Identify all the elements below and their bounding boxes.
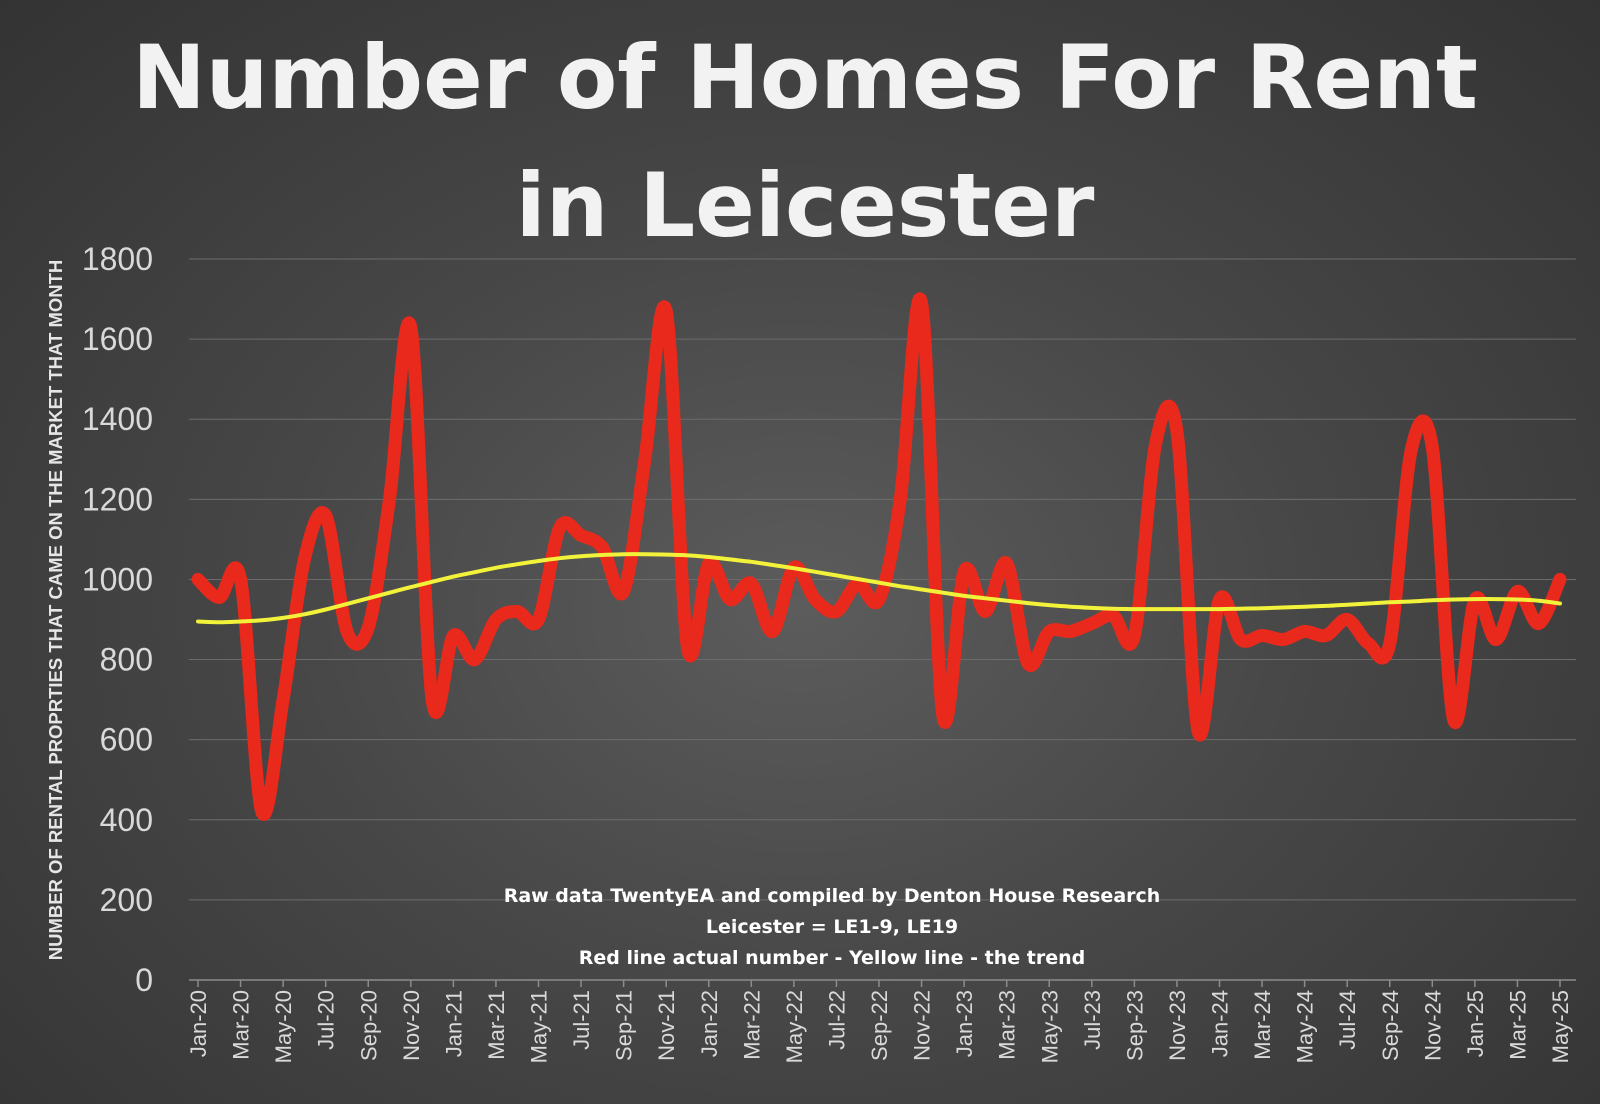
y-tick-label: 400: [100, 802, 153, 838]
x-tick-label: Jul-22: [824, 990, 849, 1050]
x-tick-label: Jan-24: [1208, 990, 1233, 1057]
y-tick-label: 800: [100, 642, 153, 678]
x-tick-label: Jul-24: [1335, 990, 1360, 1050]
x-tick-label: Jan-21: [441, 990, 466, 1057]
y-tick-label: 1000: [82, 561, 153, 597]
x-tick-label: Mar-24: [1250, 990, 1275, 1060]
annotation-source: Raw data TwentyEA and compiled by Denton…: [504, 885, 1161, 907]
y-axis-label: NUMBER OF RENTAL PROPRTIES THAT CAME ON …: [45, 260, 66, 961]
x-tick-label: Jul-21: [569, 990, 594, 1050]
x-tick-label: Mar-23: [995, 990, 1020, 1060]
annotation-area: Leicester = LE1-9, LE19: [706, 916, 958, 938]
chart-title-line-2: in Leicester: [516, 154, 1095, 257]
x-axis-ticks: Jan-20 Mar-20 May-20 Jul-20 Sep-20 Nov-20 Jan-…: [186, 980, 1573, 1063]
x-tick-label: Mar-25: [1505, 990, 1530, 1060]
y-tick-label: 600: [100, 722, 153, 758]
y-tick-label: 1400: [82, 401, 153, 437]
x-tick-label: Jan-23: [952, 990, 977, 1057]
x-tick-label: May-22: [782, 990, 807, 1063]
x-tick-label: Jan-20: [186, 990, 211, 1057]
annotation-legend: Red line actual number - Yellow line - t…: [579, 947, 1086, 969]
x-tick-label: May-20: [271, 990, 296, 1063]
x-tick-label: Nov-24: [1420, 990, 1445, 1061]
x-tick-label: Mar-22: [739, 990, 764, 1060]
y-tick-label: 1800: [82, 241, 153, 277]
x-tick-label: Jan-25: [1463, 990, 1488, 1057]
y-tick-label: 1600: [82, 321, 153, 357]
x-tick-label: Sep-22: [867, 990, 892, 1061]
actual-series-line: [191, 292, 1567, 821]
trend-series-line: [196, 552, 1562, 625]
x-tick-label: May-21: [527, 990, 552, 1063]
x-tick-label: Jan-22: [697, 990, 722, 1057]
x-tick-label: Mar-20: [229, 990, 254, 1060]
x-tick-label: Jul-23: [1080, 990, 1105, 1050]
x-tick-label: Sep-21: [612, 990, 637, 1061]
x-tick-label: May-23: [1037, 990, 1062, 1063]
x-tick-label: Sep-24: [1378, 990, 1403, 1061]
x-tick-label: Sep-23: [1122, 990, 1147, 1061]
x-tick-label: Mar-21: [484, 990, 509, 1060]
x-tick-label: Nov-23: [1165, 990, 1190, 1061]
x-tick-label: May-24: [1293, 990, 1318, 1063]
x-tick-label: Jul-20: [314, 990, 339, 1050]
y-tick-label: 200: [100, 882, 153, 918]
y-tick-label: 1200: [82, 481, 153, 517]
series-lines: [191, 292, 1567, 821]
x-tick-label: Nov-22: [910, 990, 935, 1061]
chart-title-line-1: Number of Homes For Rent: [132, 26, 1478, 129]
x-tick-label: Nov-21: [654, 990, 679, 1061]
x-tick-label: May-25: [1548, 990, 1573, 1063]
y-axis-ticks: 0 200 400 600 800 1000 1200 1400 1600 1800: [82, 241, 153, 998]
x-tick-label: Sep-20: [356, 990, 381, 1061]
x-tick-label: Nov-20: [399, 990, 424, 1061]
y-tick-label: 0: [135, 962, 153, 998]
